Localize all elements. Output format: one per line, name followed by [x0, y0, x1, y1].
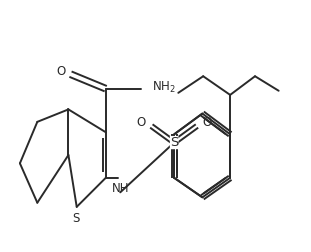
- Text: O: O: [136, 116, 146, 129]
- Text: S: S: [72, 212, 80, 225]
- Text: O: O: [203, 116, 212, 129]
- Text: NH: NH: [112, 182, 129, 195]
- Text: O: O: [57, 65, 66, 78]
- Text: S: S: [170, 136, 178, 149]
- Text: NH$_2$: NH$_2$: [152, 80, 176, 96]
